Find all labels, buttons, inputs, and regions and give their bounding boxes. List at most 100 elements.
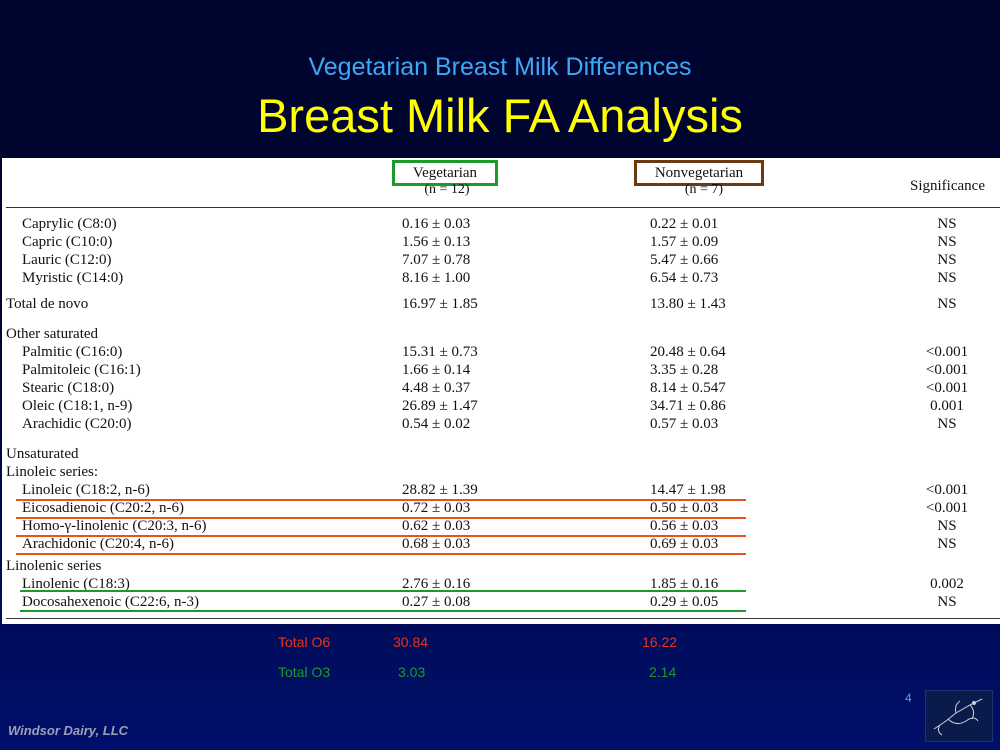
row-label: Linoleic (C18:2, n-6) bbox=[22, 482, 150, 498]
row-significance-value: NS bbox=[937, 518, 957, 534]
row-nonvegetarian-value: 14.47 ± 1.98 bbox=[650, 482, 726, 498]
row-significance-value: NS bbox=[937, 234, 957, 250]
omega6-underline bbox=[16, 499, 746, 501]
table-row: Other saturated bbox=[2, 326, 1000, 344]
row-vegetarian-value: 0.68 ± 0.03 bbox=[402, 536, 471, 552]
table-row: Unsaturated bbox=[2, 446, 1000, 464]
significance-header: Significance bbox=[910, 178, 985, 194]
row-nonvegetarian-value: 1.57 ± 0.09 bbox=[650, 234, 719, 250]
row-vegetarian-value: 15.31 ± 0.73 bbox=[402, 344, 478, 360]
nonvegetarian-header: Nonvegetarian bbox=[634, 160, 764, 186]
row-vegetarian-value: 0.54 ± 0.02 bbox=[402, 416, 471, 432]
row-vegetarian-value: 8.16 ± 1.00 bbox=[402, 270, 471, 286]
row-label: Linoleic series: bbox=[6, 464, 99, 480]
vegetarian-n: (n = 12) bbox=[424, 182, 470, 197]
row-vegetarian-value: 0.16 ± 0.03 bbox=[402, 216, 471, 232]
table-row: Linoleic series: bbox=[2, 464, 1000, 482]
row-nonvegetarian-value: 3.35 ± 0.28 bbox=[650, 362, 719, 378]
row-label: Eicosadienoic (C20:2, n-6) bbox=[22, 500, 185, 516]
table-row: Capric (C10:0) 1.56 ± 0.13 1.57 ± 0.09 NS bbox=[2, 234, 1000, 252]
row-vegetarian-value: 26.89 ± 1.47 bbox=[402, 398, 478, 414]
page-number: 4 bbox=[905, 691, 912, 705]
row-label: Oleic (C18:1, n-9) bbox=[22, 398, 133, 414]
fatty-acid-table: Vegetarian (n = 12) Nonvegetarian (n = 7… bbox=[2, 158, 1000, 624]
slide-subtitle: Vegetarian Breast Milk Differences bbox=[308, 53, 692, 81]
row-significance-value: <0.001 bbox=[925, 380, 969, 396]
omega3-underline bbox=[20, 590, 746, 592]
row-significance-value: 0.002 bbox=[930, 576, 964, 592]
row-label: Lauric (C12:0) bbox=[22, 252, 112, 268]
row-vegetarian-value: 1.66 ± 0.14 bbox=[402, 362, 471, 378]
row-vegetarian-value: 2.76 ± 0.16 bbox=[402, 576, 471, 592]
row-vegetarian-value: 7.07 ± 0.78 bbox=[402, 252, 471, 268]
row-nonvegetarian-value: 0.50 ± 0.03 bbox=[650, 500, 719, 516]
table-row: Caprylic (C8:0) 0.16 ± 0.03 0.22 ± 0.01 NS bbox=[2, 216, 1000, 234]
bird-sketch-logo-icon bbox=[925, 690, 993, 742]
table-row: Homo-γ-linolenic (C20:3, n-6) 0.62 ± 0.03… bbox=[2, 518, 1000, 536]
row-vegetarian-value: 16.97 ± 1.85 bbox=[402, 296, 478, 312]
row-label: Homo-γ-linolenic (C20:3, n-6) bbox=[22, 518, 207, 534]
row-nonvegetarian-value: 13.80 ± 1.43 bbox=[650, 296, 726, 312]
row-vegetarian-value: 0.72 ± 0.03 bbox=[402, 500, 471, 516]
omega3-underline bbox=[20, 610, 746, 612]
total-o3-label: Total O3 bbox=[278, 664, 331, 680]
row-label: Unsaturated bbox=[6, 446, 79, 462]
slide-title: Breast Milk FA Analysis bbox=[257, 89, 743, 142]
row-significance-value: <0.001 bbox=[925, 482, 969, 498]
row-label: Caprylic (C8:0) bbox=[22, 216, 117, 232]
row-nonvegetarian-value: 0.56 ± 0.03 bbox=[650, 518, 719, 534]
table-row: Lauric (C12:0) 7.07 ± 0.78 5.47 ± 0.66 NS bbox=[2, 252, 1000, 270]
row-vegetarian-value: 0.27 ± 0.08 bbox=[402, 594, 471, 610]
row-label: Palmitoleic (C16:1) bbox=[22, 362, 141, 378]
table-row: Arachidonic (C20:4, n-6) 0.68 ± 0.03 0.69 … bbox=[2, 536, 1000, 554]
row-nonvegetarian-value: 0.29 ± 0.05 bbox=[650, 594, 719, 610]
row-label: Linolenic (C18:3) bbox=[22, 576, 130, 592]
table-row: Eicosadienoic (C20:2, n-6) 0.72 ± 0.03 0.5… bbox=[2, 500, 1000, 518]
row-nonvegetarian-value: 0.69 ± 0.03 bbox=[650, 536, 719, 552]
nonvegetarian-n: (n = 7) bbox=[684, 182, 724, 197]
row-label: Myristic (C14:0) bbox=[22, 270, 124, 286]
row-significance-value: NS bbox=[937, 216, 957, 232]
row-label: Arachidic (C20:0) bbox=[22, 416, 132, 432]
row-label: Other saturated bbox=[6, 326, 99, 342]
table-row: Linoleic (C18:2, n-6) 28.82 ± 1.39 14.47 ±… bbox=[2, 482, 1000, 500]
row-vegetarian-value: 0.62 ± 0.03 bbox=[402, 518, 471, 534]
row-label: Docosahexenoic (C22:6, n-3) bbox=[22, 594, 200, 610]
row-label: Capric (C10:0) bbox=[22, 234, 113, 250]
total-o6-label: Total O6 bbox=[278, 634, 331, 650]
total-o3-non: 2.14 bbox=[649, 664, 677, 680]
row-significance-value: NS bbox=[937, 536, 957, 552]
row-nonvegetarian-value: 0.57 ± 0.03 bbox=[650, 416, 719, 432]
table-row: Palmitic (C16:0) 15.31 ± 0.73 20.48 ± 0.64… bbox=[2, 344, 1000, 362]
row-nonvegetarian-value: 5.47 ± 0.66 bbox=[650, 252, 719, 268]
row-nonvegetarian-value: 34.71 ± 0.86 bbox=[650, 398, 726, 414]
row-significance-value: NS bbox=[937, 252, 957, 268]
row-label: Stearic (C18:0) bbox=[22, 380, 115, 396]
row-significance-value: 0.001 bbox=[930, 398, 964, 414]
row-vegetarian-value: 1.56 ± 0.13 bbox=[402, 234, 471, 250]
row-label: Total de novo bbox=[6, 296, 89, 312]
row-nonvegetarian-value: 8.14 ± 0.547 bbox=[650, 380, 726, 396]
table-row: Arachidic (C20:0) 0.54 ± 0.02 0.57 ± 0.03 N… bbox=[2, 416, 1000, 434]
table-row: Linolenic (C18:3) 2.76 ± 0.16 1.85 ± 0.16 0… bbox=[2, 576, 1000, 594]
row-significance-value: NS bbox=[937, 594, 957, 610]
row-label: Arachidonic (C20:4, n-6) bbox=[22, 536, 175, 552]
table-row: Linolenic series bbox=[2, 558, 1000, 576]
table-row: Oleic (C18:1, n-9) 26.89 ± 1.47 34.71 ± 0.… bbox=[2, 398, 1000, 416]
table-row: Docosahexenoic (C22:6, n-3) 0.27 ± 0.08 0.… bbox=[2, 594, 1000, 612]
row-nonvegetarian-value: 1.85 ± 0.16 bbox=[650, 576, 719, 592]
total-o3-veg: 3.03 bbox=[398, 664, 426, 680]
footer-company: Windsor Dairy, LLC bbox=[8, 723, 129, 738]
total-o6-non: 16.22 bbox=[642, 634, 678, 650]
table-bottom-rule bbox=[6, 618, 1000, 619]
row-nonvegetarian-value: 20.48 ± 0.64 bbox=[650, 344, 726, 360]
row-nonvegetarian-value: 0.22 ± 0.01 bbox=[650, 216, 719, 232]
row-label: Palmitic (C16:0) bbox=[22, 344, 123, 360]
row-significance-value: NS bbox=[937, 270, 957, 286]
table-row: Total de novo 16.97 ± 1.85 13.80 ± 1.43 NS bbox=[2, 296, 1000, 314]
omega6-underline bbox=[16, 553, 746, 555]
row-nonvegetarian-value: 6.54 ± 0.73 bbox=[650, 270, 719, 286]
total-o6-veg: 30.84 bbox=[393, 634, 429, 650]
omega6-underline bbox=[16, 535, 746, 537]
table-row: Stearic (C18:0) 4.48 ± 0.37 8.14 ± 0.547 <0… bbox=[2, 380, 1000, 398]
